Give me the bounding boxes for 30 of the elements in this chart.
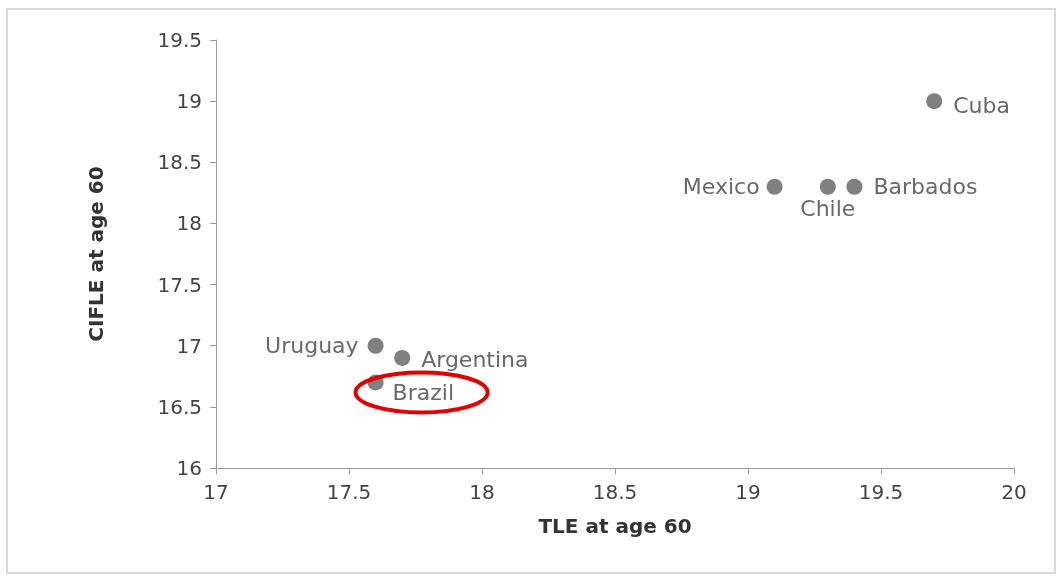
x-tick-label: 18.5: [592, 480, 638, 504]
point: [367, 337, 384, 354]
annotation: Argentina: [421, 347, 529, 373]
y-tick-label: 19: [176, 89, 202, 114]
annotation: Brazil: [392, 379, 455, 405]
x-tick-label: 19.5: [858, 480, 904, 504]
annotation: Cuba: [953, 92, 1010, 118]
x-tick-label: 18: [469, 480, 495, 504]
annotation: Chile: [800, 196, 856, 222]
y-tick-label: 17: [176, 333, 202, 358]
y-tick-label: 19.5: [157, 28, 202, 52]
x-tick-label: 20: [1001, 480, 1027, 504]
annotation: Mexico: [682, 174, 760, 200]
point: [766, 178, 783, 195]
x-axis-title: TLE at age 60: [538, 514, 692, 538]
point: [846, 178, 863, 195]
y-tick-label: 16: [176, 456, 202, 480]
x-tick-label: 19: [735, 480, 761, 504]
y-tick-label: 18.5: [157, 150, 202, 175]
point: [394, 349, 411, 366]
annotation: Uruguay: [265, 333, 359, 359]
point: [819, 178, 836, 195]
x-tick-label: 17: [203, 480, 229, 504]
y-tick-label: 18: [176, 211, 202, 236]
point: [926, 93, 943, 110]
y-axis-title: CIFLE at age 60: [84, 166, 108, 342]
y-tick-label: 17.5: [157, 272, 202, 297]
x-tick-label: 17.5: [326, 480, 372, 504]
y-tick-label: 16.5: [157, 394, 202, 419]
annotation: Barbados: [873, 174, 978, 200]
